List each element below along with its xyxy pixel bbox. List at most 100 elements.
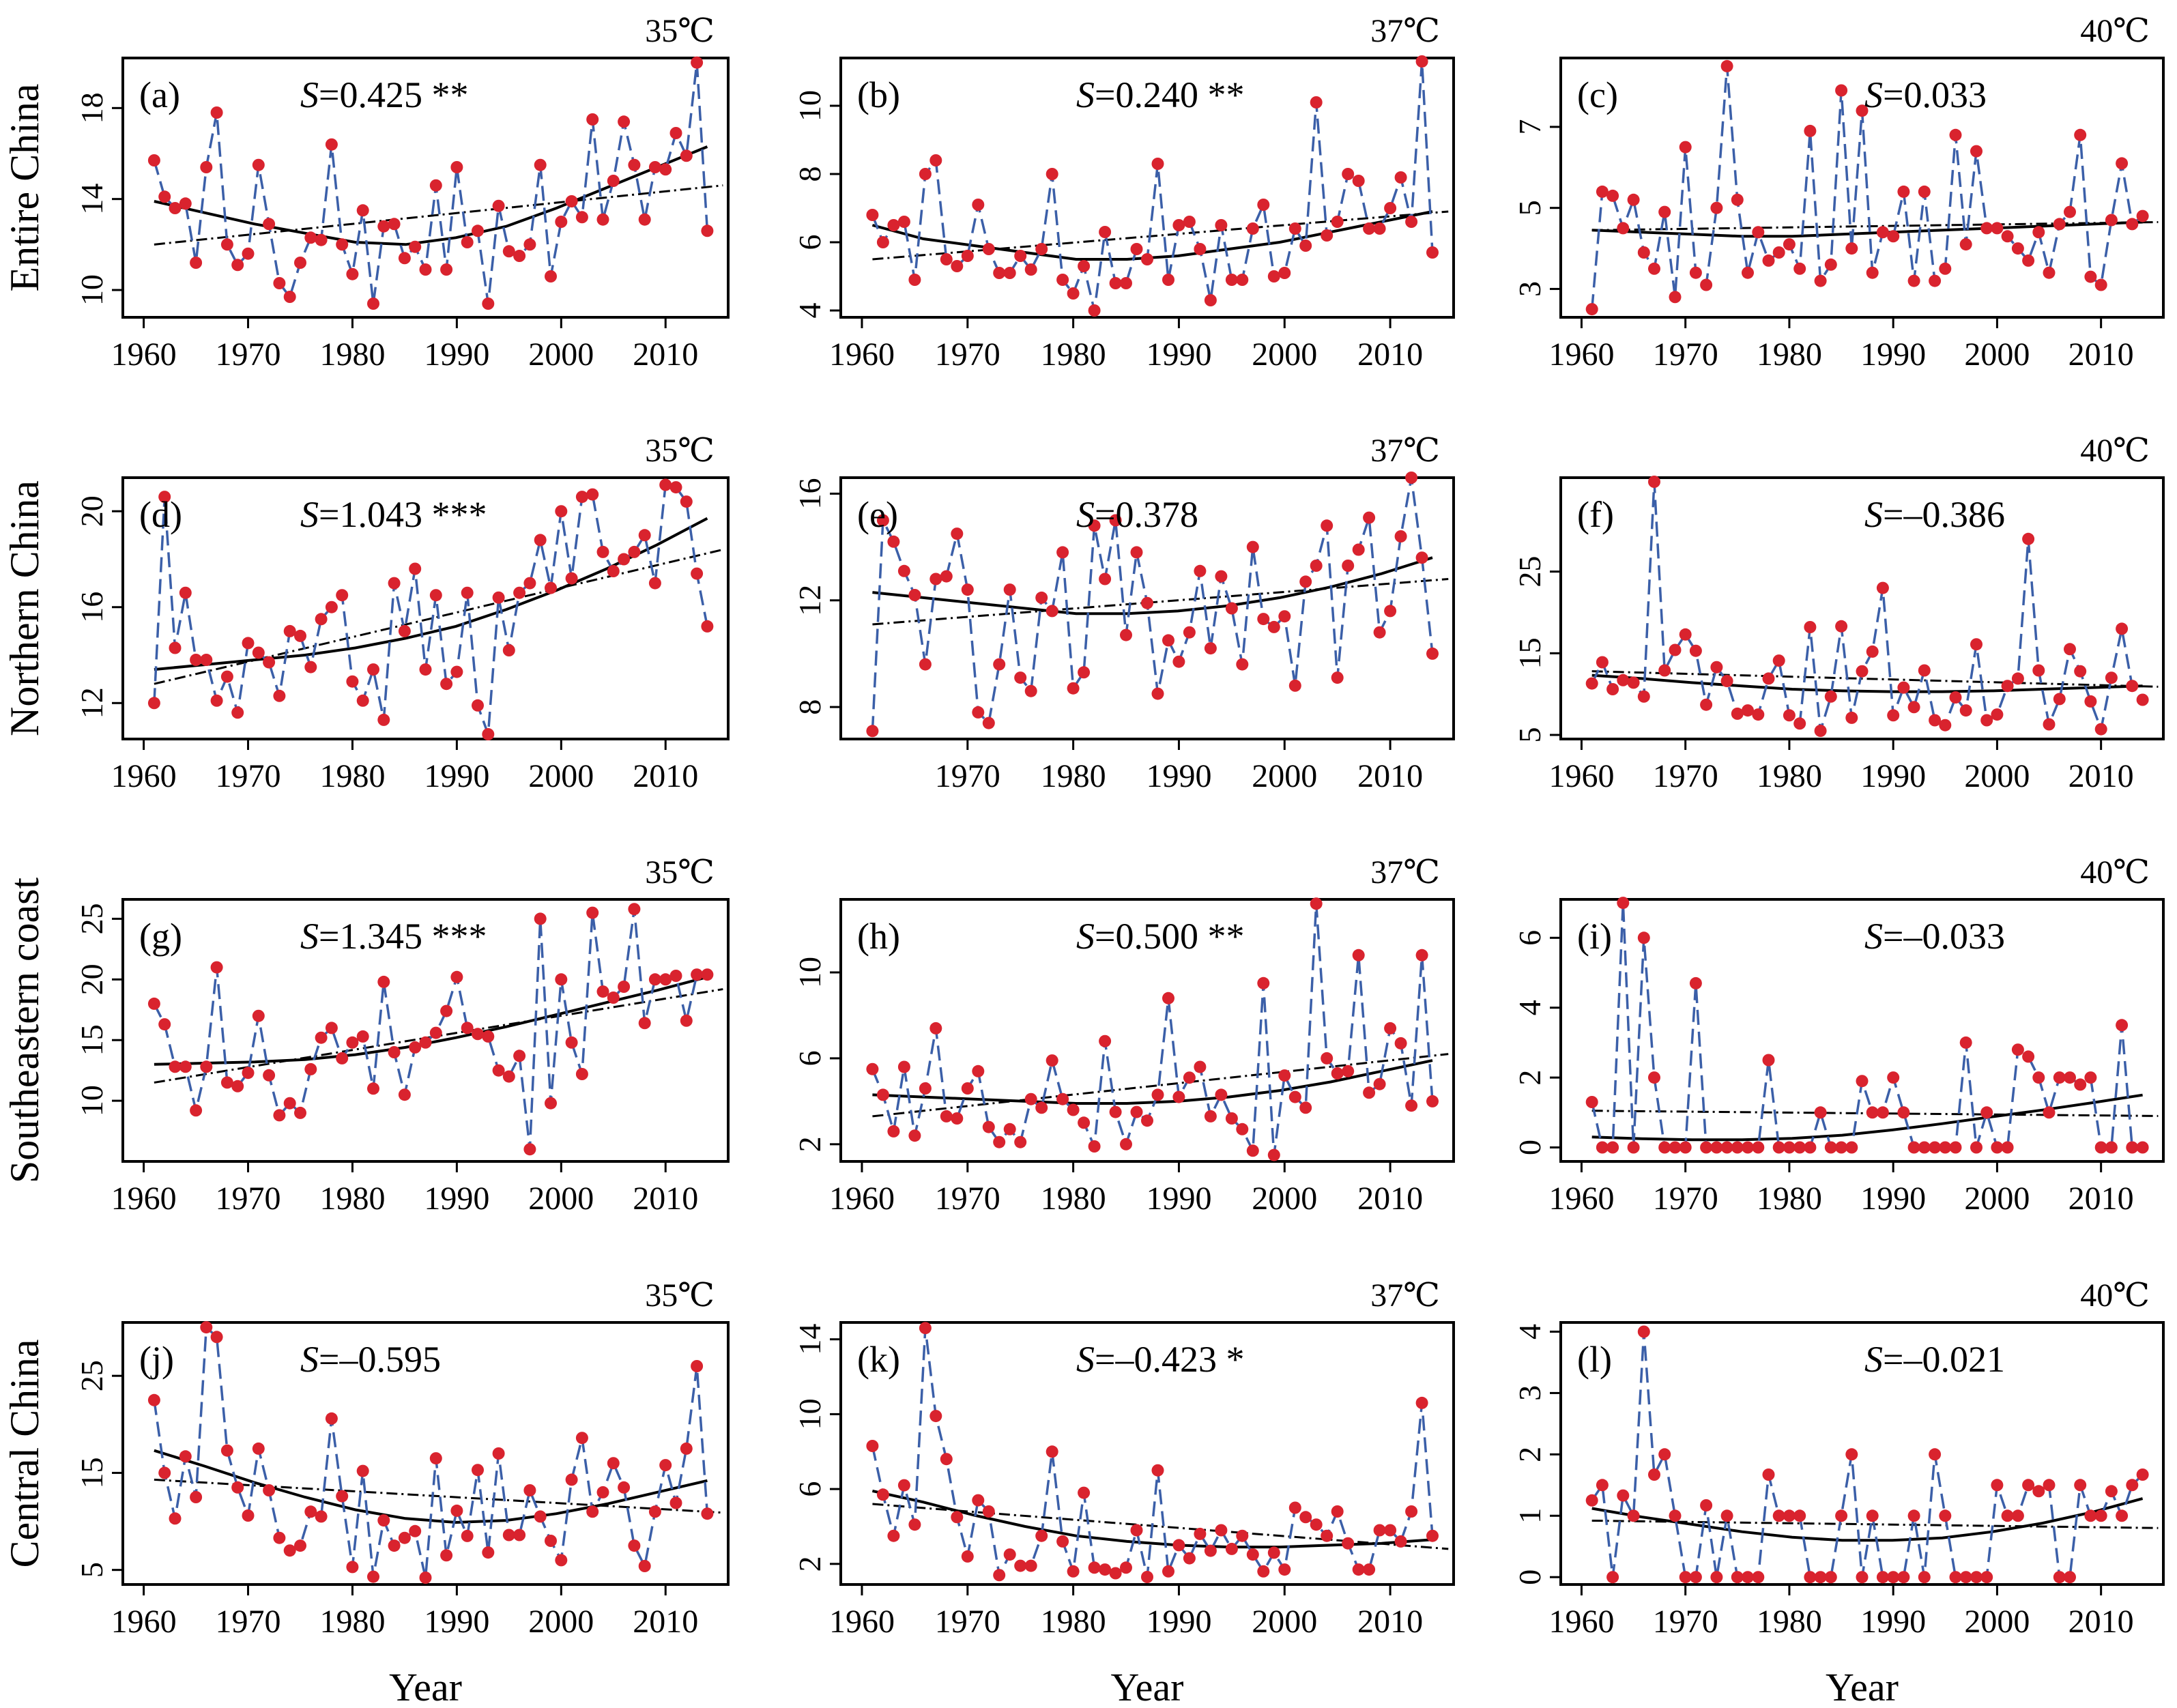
x-tick-label: 1970 — [216, 758, 281, 794]
data-point — [1762, 1468, 1775, 1481]
stat-value: =–0.423 * — [1095, 1339, 1244, 1380]
data-point — [1596, 185, 1609, 198]
data-point — [1363, 511, 1376, 524]
x-tick-label: 1990 — [1860, 1181, 1926, 1217]
data-point — [273, 689, 286, 702]
data-point — [1331, 1505, 1344, 1518]
data-point — [1929, 714, 1942, 727]
data-point — [1949, 128, 1962, 141]
data-point — [1793, 1141, 1806, 1154]
panel-j: 35℃ 5 15 25 1960 1970 1980 1990 2000 2010 (j) S=–0.… — [74, 1277, 730, 1640]
x-tick-label: 2010 — [1357, 1181, 1423, 1217]
y-tick-label: 16 — [74, 592, 109, 623]
stat-value: =0.500 ** — [1095, 916, 1244, 957]
data-point — [1162, 991, 1174, 1004]
data-point — [2126, 218, 2139, 231]
x-tick-label: 2010 — [2068, 758, 2134, 794]
data-point — [555, 216, 568, 228]
data-point — [1887, 1571, 1900, 1584]
data-point — [555, 973, 568, 986]
data-point — [1394, 1037, 1407, 1050]
data-point — [1056, 1535, 1069, 1548]
data-point — [1752, 226, 1765, 239]
y-tick-label: 20 — [74, 495, 109, 527]
data-point — [482, 728, 495, 740]
data-point — [596, 213, 609, 226]
data-point — [419, 1572, 432, 1584]
data-point — [1596, 1479, 1609, 1492]
data-point — [565, 1473, 578, 1486]
data-point — [1991, 1479, 2004, 1492]
data-point — [1627, 1509, 1640, 1522]
significance-annotation: S=–0.033 — [1864, 916, 2005, 957]
data-point — [210, 106, 223, 119]
x-tick-label: 2000 — [528, 336, 594, 373]
data-point — [1991, 1141, 2004, 1154]
data-point — [1835, 620, 1848, 633]
plot-frame — [121, 476, 730, 740]
x-tick-label: 1970 — [935, 758, 1000, 794]
data-point — [876, 1088, 889, 1101]
data-point — [147, 997, 160, 1010]
data-point — [409, 562, 422, 575]
data-point — [1949, 1141, 1962, 1154]
data-point — [273, 1531, 286, 1544]
data-point — [1257, 976, 1270, 989]
x-tick-label: 1970 — [935, 1181, 1000, 1217]
data-point — [2074, 128, 2087, 141]
data-point — [294, 257, 306, 269]
data-point — [336, 1052, 349, 1065]
panel-label: (f) — [1577, 494, 1614, 535]
data-point — [1120, 1138, 1132, 1150]
data-point — [1342, 168, 1355, 180]
data-point — [304, 231, 317, 244]
data-point — [1067, 1103, 1080, 1116]
data-point — [1970, 145, 1983, 158]
data-point — [377, 220, 390, 233]
data-point — [158, 1466, 171, 1479]
data-point — [1658, 1448, 1671, 1461]
data-point — [1384, 202, 1397, 214]
data-point — [951, 260, 964, 272]
data-point — [336, 589, 349, 602]
data-point — [1929, 1141, 1942, 1154]
data-point — [1172, 1539, 1185, 1552]
y-tick-label: 2 — [1512, 1070, 1547, 1086]
data-point — [1236, 1123, 1249, 1135]
data-point — [179, 1450, 192, 1463]
y-tick-label: 25 — [74, 1360, 109, 1391]
data-point — [1288, 1501, 1301, 1514]
data-point — [1151, 1464, 1164, 1477]
data-point — [1929, 274, 1942, 287]
data-point — [325, 1022, 338, 1034]
data-point — [1172, 1090, 1185, 1103]
data-point — [450, 970, 463, 983]
x-tick-label: 1980 — [1041, 336, 1106, 373]
data-point — [1172, 219, 1185, 231]
data-point — [2001, 1141, 2014, 1154]
data-point — [1194, 1527, 1207, 1540]
threshold-label: 37℃ — [1370, 1277, 1440, 1314]
data-point — [648, 973, 661, 986]
significance-annotation: S=0.500 ** — [1076, 916, 1244, 957]
data-point — [398, 1088, 411, 1101]
data-point — [866, 209, 879, 221]
data-point — [1648, 476, 1660, 488]
data-point — [691, 567, 704, 580]
data-point — [356, 1464, 369, 1477]
threshold-label: 35℃ — [645, 1277, 715, 1314]
data-point — [356, 694, 369, 707]
data-point — [929, 154, 942, 167]
observed-series-line — [1590, 66, 2144, 310]
data-point — [356, 204, 369, 217]
data-point — [1720, 675, 1733, 687]
threshold-label: 35℃ — [645, 854, 715, 891]
data-point — [2136, 1141, 2149, 1154]
data-point — [1700, 278, 1713, 291]
data-point — [1824, 1141, 1837, 1154]
data-point — [607, 565, 620, 577]
data-point — [1405, 216, 1418, 228]
data-point — [1689, 266, 1702, 279]
data-point — [1394, 1535, 1407, 1548]
data-point — [680, 1442, 693, 1455]
